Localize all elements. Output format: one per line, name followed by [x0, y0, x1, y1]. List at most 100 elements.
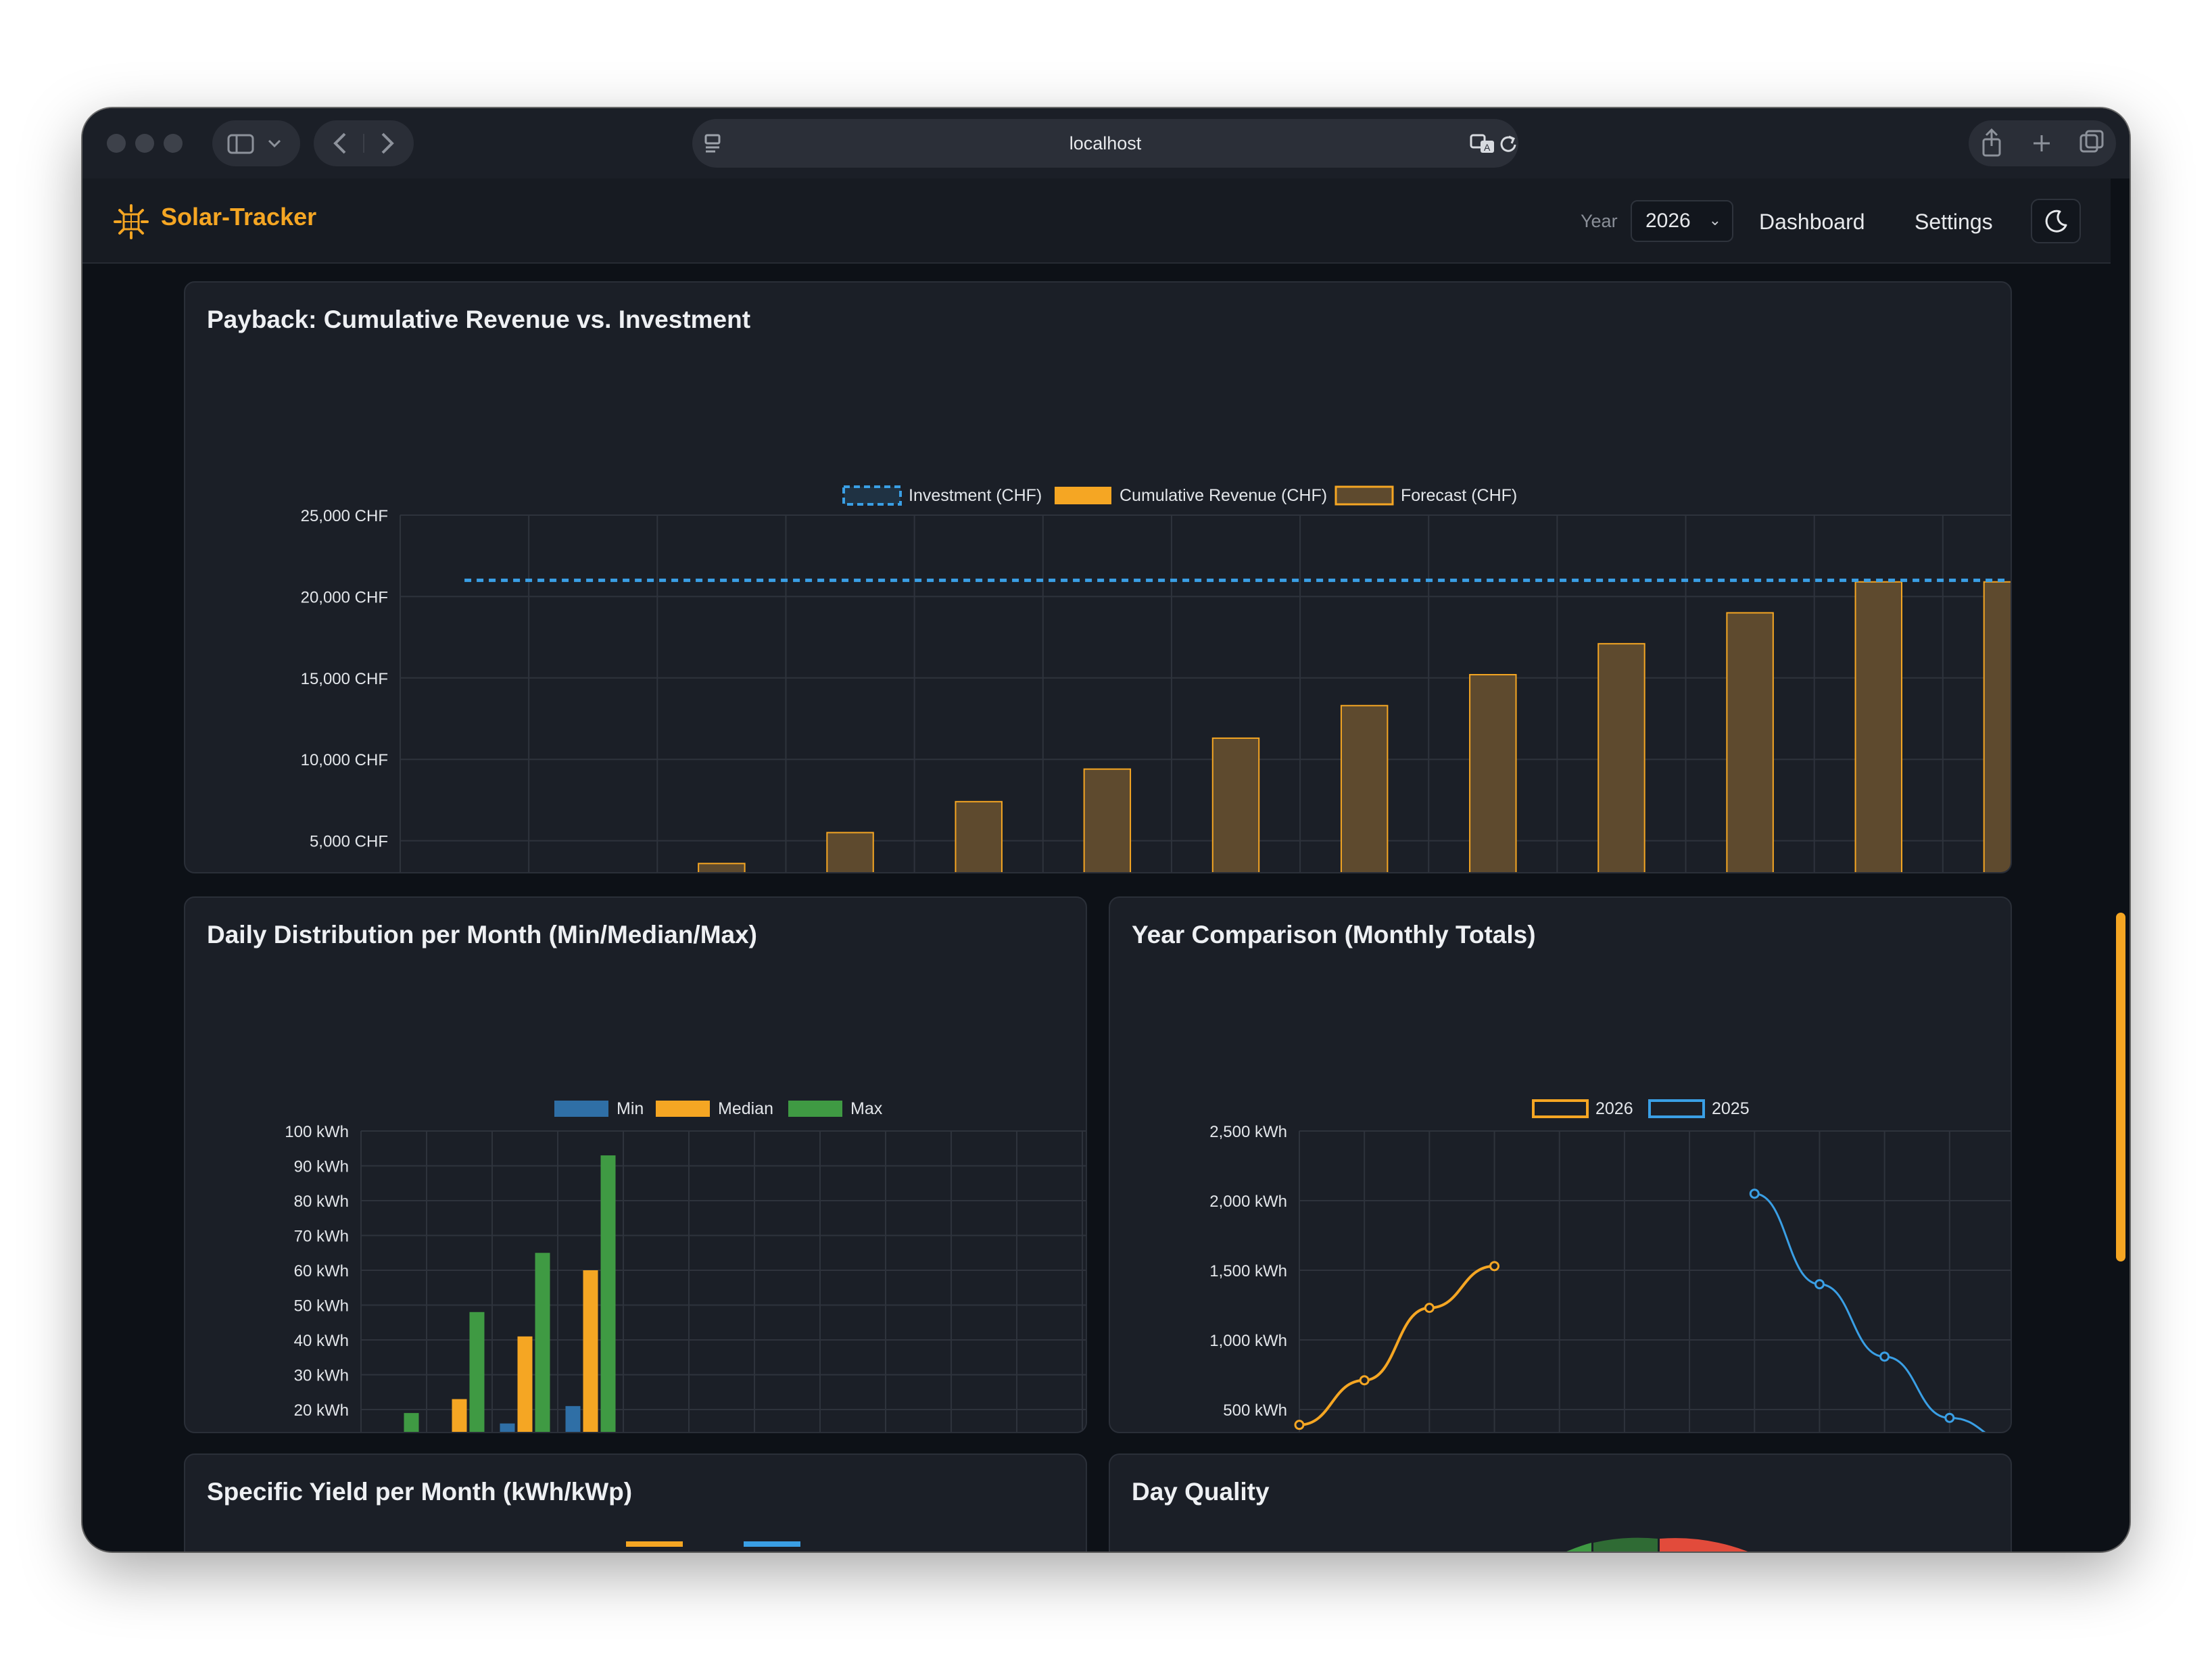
day-quality-card: Day Quality — [1109, 1453, 2012, 1552]
legend-swatch — [744, 1541, 800, 1547]
payback-card: Payback: Cumulative Revenue vs. Investme… — [184, 281, 2012, 873]
sidebar-toggle[interactable] — [212, 120, 300, 166]
legend-label: 2025 — [1712, 1099, 1750, 1118]
y-tick-label: 50 kWh — [294, 1297, 349, 1316]
forecast-bar — [1983, 581, 2011, 872]
nav-settings-link[interactable]: Settings — [1915, 210, 1993, 234]
bar-max — [535, 1253, 550, 1432]
year-value: 2026 — [1645, 210, 1691, 232]
legend-swatch-revenue — [1055, 487, 1111, 504]
bar-min — [565, 1405, 581, 1432]
minimize-window-button[interactable] — [135, 134, 154, 153]
distribution-card: Daily Distribution per Month (Min/Median… — [184, 896, 1087, 1433]
data-point-2025 — [1879, 1351, 1890, 1362]
page-scrollbar[interactable] — [2116, 913, 2125, 1261]
y-tick-label: 60 kWh — [294, 1262, 349, 1280]
sidebar-icon — [227, 134, 281, 154]
brand-title[interactable]: Solar-Tracker — [161, 203, 317, 231]
address-bar[interactable]: localhost A — [692, 119, 1518, 168]
forecast-bar — [1211, 737, 1260, 872]
series-line-2025 — [1754, 1193, 1986, 1432]
y-tick-label: 10,000 CHF — [301, 751, 388, 769]
chevron-down-icon: ⌄ — [1708, 212, 1721, 229]
y-tick-label: 15,000 CHF — [301, 670, 388, 688]
legend-label: Forecast (CHF) — [1401, 486, 1517, 505]
y-tick-label: 40 kWh — [294, 1332, 349, 1350]
window-actions — [1969, 120, 2116, 166]
comparison-card: Year Comparison (Monthly Totals) 0 kWh50… — [1109, 896, 2012, 1433]
year-label: Year — [1581, 211, 1618, 231]
reload-icon[interactable] — [1498, 133, 1518, 154]
series-line-2026 — [1299, 1264, 1495, 1426]
new-tab-icon[interactable] — [2034, 135, 2050, 151]
translate-icon[interactable]: A — [1470, 133, 1497, 154]
legend-label: Cumulative Revenue (CHF) — [1120, 486, 1327, 505]
y-tick-label: 100 kWh — [285, 1123, 349, 1141]
share-icon[interactable] — [1982, 128, 2001, 157]
legend-swatch-forecast — [1335, 485, 1394, 506]
forecast-bar — [1340, 704, 1389, 872]
forecast-bar — [955, 800, 1003, 872]
y-tick-label: 500 kWh — [1223, 1401, 1287, 1420]
back-icon[interactable] — [333, 133, 346, 154]
forecast-bar — [698, 863, 746, 872]
theme-toggle-button[interactable] — [2031, 199, 2081, 243]
legend-label: Max — [850, 1099, 883, 1118]
year-select[interactable]: 2026 ⌄ — [1631, 200, 1733, 242]
data-point-2025 — [1944, 1412, 1955, 1423]
maximize-window-button[interactable] — [164, 134, 183, 153]
legend-swatch — [554, 1101, 608, 1117]
forecast-bar — [1469, 673, 1517, 872]
y-tick-label: 1,500 kWh — [1209, 1262, 1287, 1280]
forecast-bar — [1726, 612, 1774, 872]
pie-slice-good — [1566, 1543, 1591, 1552]
page-info-icon[interactable] — [703, 133, 723, 154]
bar-max — [404, 1413, 419, 1432]
y-tick-label: 30 kWh — [294, 1367, 349, 1385]
url-text: localhost — [1069, 133, 1142, 153]
day-quality-pie-chart — [1566, 1537, 1748, 1552]
forecast-bar — [826, 832, 874, 872]
specific-yield-card: Specific Yield per Month (kWh/kWp) — [184, 1453, 1087, 1552]
legend-swatch — [1532, 1099, 1589, 1118]
card-title: Daily Distribution per Month (Min/Median… — [207, 921, 757, 948]
pie-slice-bad — [1660, 1538, 1748, 1552]
data-point-2026 — [1359, 1375, 1370, 1386]
nav-dashboard-link[interactable]: Dashboard — [1759, 210, 1865, 234]
browser-window: localhost A — [82, 108, 2130, 1552]
forecast-bar — [1597, 643, 1645, 872]
card-title: Day Quality — [1132, 1478, 1270, 1506]
card-title: Year Comparison (Monthly Totals) — [1132, 921, 1536, 948]
pie-slice-medium — [1593, 1537, 1658, 1552]
bar-median — [517, 1336, 533, 1432]
y-tick-label: 2,500 kWh — [1209, 1123, 1287, 1141]
bar-min — [500, 1423, 515, 1432]
y-tick-label: 25,000 CHF — [301, 507, 388, 525]
bar-max — [600, 1155, 616, 1432]
data-point-2026 — [1424, 1303, 1435, 1314]
y-tick-label: 70 kWh — [294, 1228, 349, 1246]
legend-label: 2026 — [1595, 1099, 1633, 1118]
forward-icon[interactable] — [381, 133, 394, 154]
bar-max — [469, 1312, 485, 1432]
y-tick-label: 20 kWh — [294, 1401, 349, 1420]
history-nav — [314, 120, 414, 166]
data-point-2025 — [1814, 1279, 1825, 1290]
bar-median — [452, 1399, 467, 1432]
legend-swatch — [788, 1101, 842, 1117]
y-tick-label: 1,000 kWh — [1209, 1332, 1287, 1350]
tabs-overview-icon[interactable] — [2079, 130, 2104, 153]
data-point-2026 — [1489, 1261, 1500, 1272]
legend-label: Min — [617, 1099, 644, 1118]
legend-label: Investment (CHF) — [909, 486, 1042, 505]
close-window-button[interactable] — [107, 134, 126, 153]
legend-swatch — [656, 1101, 710, 1117]
card-title: Payback: Cumulative Revenue vs. Investme… — [207, 306, 751, 333]
forecast-bar — [1083, 768, 1132, 872]
browser-toolbar: localhost A — [82, 108, 2130, 178]
legend-swatch-investment — [842, 485, 902, 506]
data-point-2026 — [1294, 1420, 1305, 1430]
